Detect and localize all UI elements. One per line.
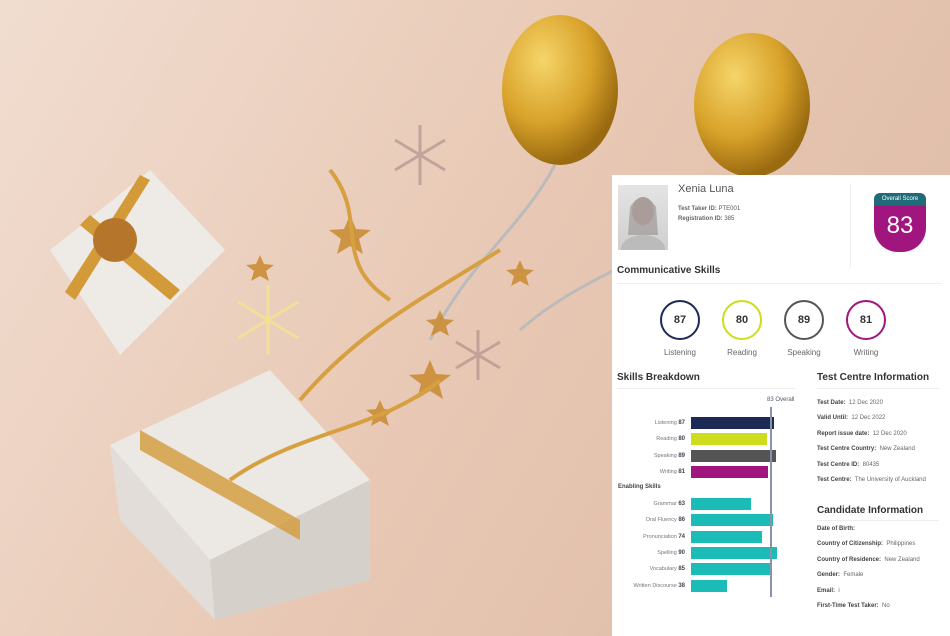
skill-score-circle-listening: 87: [660, 300, 700, 340]
skill-score-circle-writing: 81: [846, 300, 886, 340]
breakdown-bar: [691, 546, 777, 559]
info-row: Country of Residence: New Zealand: [817, 556, 920, 563]
breakdown-row-label: Grammar 63: [653, 501, 685, 507]
balloon: [694, 33, 810, 177]
info-row: First-Time Test Taker: No: [817, 603, 890, 609]
skills-breakdown-title: Skills Breakdown: [617, 372, 700, 383]
breakdown-bar: [691, 465, 769, 478]
communicative-skills-title: Communicative Skills: [617, 265, 721, 276]
info-row: Test Centre: The University of Auckland: [817, 477, 926, 483]
breakdown-row-label: Written Discourse 38: [633, 582, 685, 589]
info-row: Gender: Female: [817, 572, 864, 579]
breakdown-bar: [691, 579, 728, 592]
overall-score-badge: Overall Score 83: [874, 193, 926, 252]
pte-score-report: Xenia Luna Test Taker ID: PTE001 Registr…: [612, 175, 950, 636]
candidate-name: Xenia Luna: [678, 183, 734, 195]
divider: [850, 183, 851, 268]
divider: [617, 283, 942, 284]
gift-box: [110, 370, 370, 620]
skill-score-circle-speaking: 89: [784, 300, 824, 340]
gift-lid: [50, 170, 225, 355]
breakdown-bar: [691, 433, 768, 446]
breakdown-row-label: Spelling 90: [657, 549, 685, 556]
breakdown-bar: [691, 514, 774, 527]
info-row: Test Date: 12 Dec 2020: [817, 400, 883, 406]
enabling-skills-title: Enabling Skills: [618, 484, 661, 490]
divider: [617, 388, 795, 389]
info-row: Test Centre ID: 80435: [817, 461, 880, 468]
overall-score-label: Overall Score: [874, 193, 926, 206]
breakdown-bar: [691, 563, 773, 576]
breakdown-row-label: Vocabulary 85: [649, 566, 685, 573]
registration-id: Registration ID: 385: [678, 216, 735, 222]
overall-marker-label: 83 Overall: [767, 397, 795, 403]
breakdown-row-label: Speaking 89: [653, 452, 685, 459]
breakdown-bar: [691, 498, 752, 510]
breakdown-row-label: Writing 81: [659, 468, 685, 475]
test-taker-id: Test Taker ID: PTE001: [678, 206, 741, 212]
breakdown-row-label: Listening 87: [654, 420, 685, 426]
skill-score-label: Writing: [853, 348, 879, 357]
breakdown-row-label: Pronunciation 74: [643, 533, 685, 540]
skill-score-label: Listening: [663, 348, 697, 357]
divider: [817, 520, 939, 521]
breakdown-bar: [691, 449, 777, 462]
info-row: Test Centre Country: New Zealand: [817, 446, 915, 453]
balloon: [502, 15, 618, 165]
breakdown-row-label: Oral Fluency 86: [645, 517, 685, 524]
skill-score-circle-reading: 80: [722, 300, 762, 340]
divider: [817, 388, 939, 389]
skill-score-label: Speaking: [787, 348, 821, 357]
candidate-photo: [618, 185, 668, 250]
info-row: Country of Citizenship: Philippines: [817, 541, 916, 548]
test-centre-title: Test Centre Information: [817, 372, 930, 383]
info-row: Email: i: [817, 587, 840, 594]
breakdown-bar: [691, 530, 762, 543]
info-row: Date of Birth:: [817, 526, 855, 532]
snowflake: [237, 285, 299, 355]
info-row: Valid Until: 12 Dec 2022: [817, 415, 886, 422]
info-row: Report issue date: 12 Dec 2020: [817, 430, 907, 437]
breakdown-bar: [691, 417, 775, 429]
overall-marker-line: [770, 407, 773, 597]
breakdown-row-label: Reading 80: [656, 436, 685, 443]
skill-score-label: Reading: [727, 348, 757, 357]
overall-score-value: 83: [874, 206, 926, 252]
candidate-info-title: Candidate Information: [817, 505, 924, 516]
